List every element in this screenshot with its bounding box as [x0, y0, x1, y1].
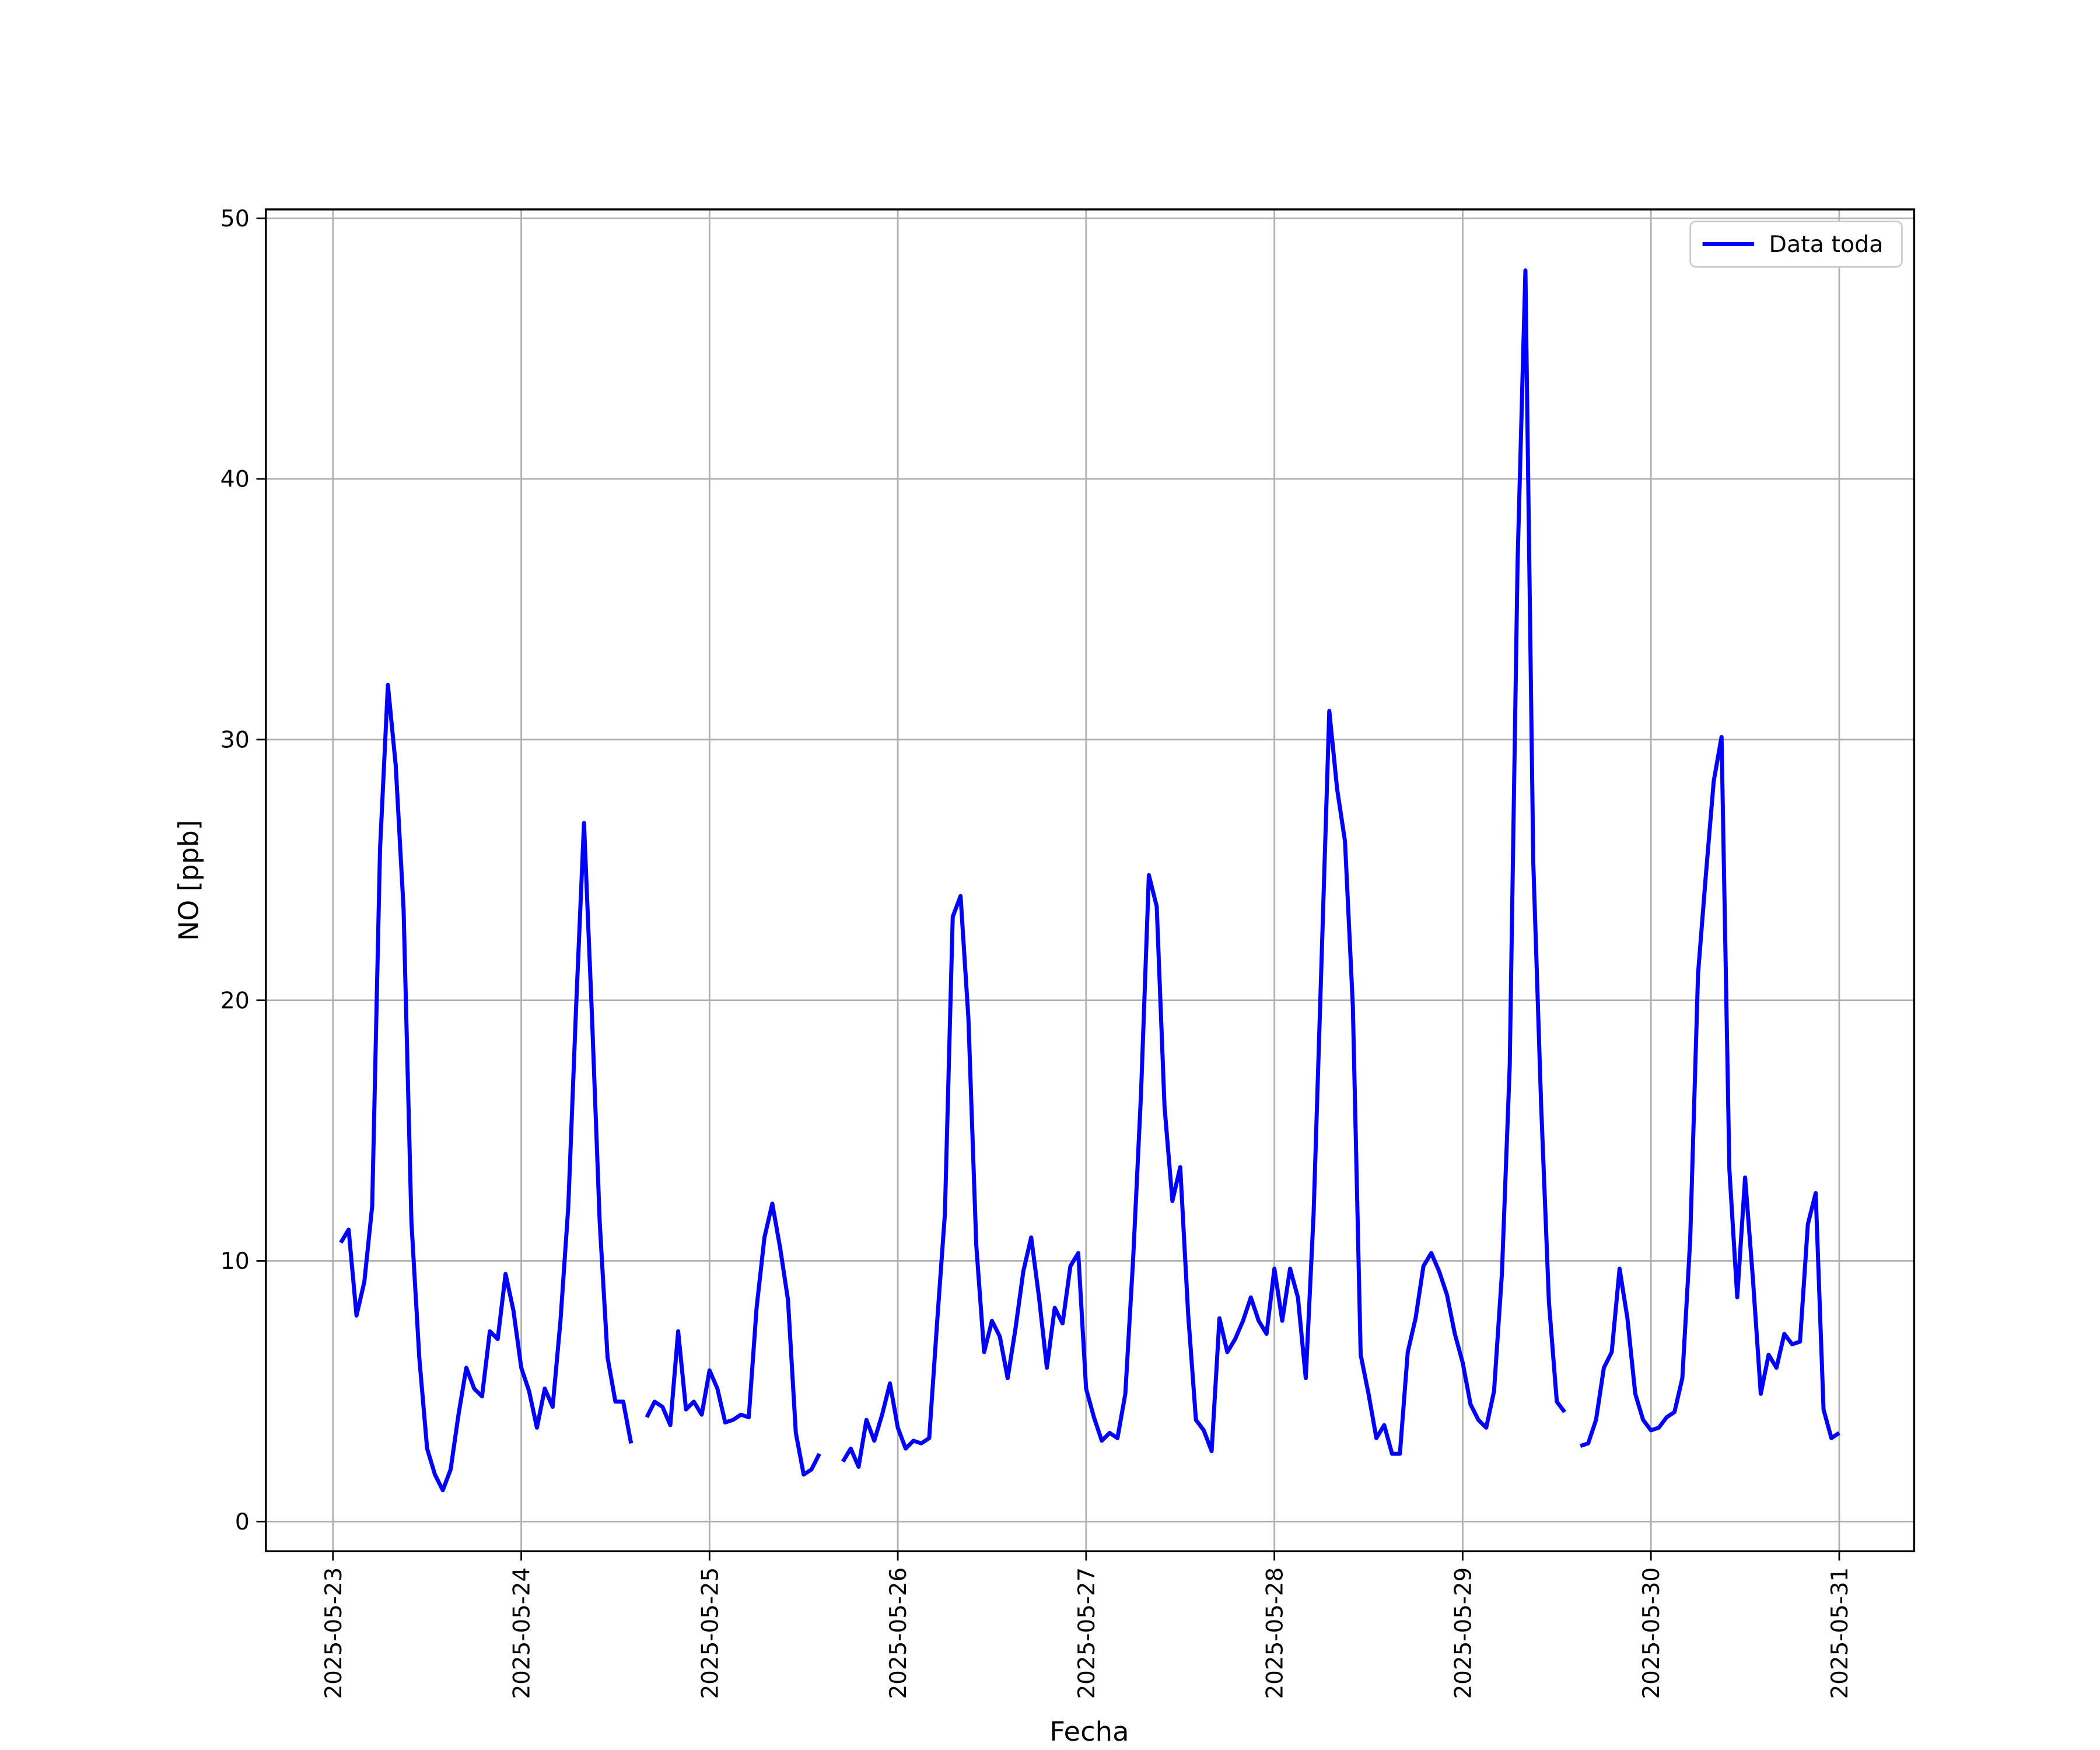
x-tick-label: 2025-05-26: [886, 1567, 912, 1699]
x-tick-label: 2025-05-30: [1639, 1567, 1665, 1699]
y-tick-label: 50: [220, 206, 250, 232]
x-tick-label: 2025-05-31: [1827, 1567, 1853, 1699]
data-line: [339, 268, 1840, 1493]
x-tick-label: 2025-05-25: [697, 1567, 723, 1699]
y-tick-label: 0: [235, 1509, 250, 1535]
legend-box: [1689, 220, 1903, 268]
y-tick-label: 40: [220, 467, 250, 493]
x-tick-label: 2025-05-29: [1450, 1567, 1476, 1699]
x-axis-label: Fecha: [1049, 1716, 1129, 1747]
legend-label: Data toda: [1769, 232, 1884, 258]
y-tick-label: 20: [220, 988, 250, 1014]
x-tick-label: 2025-05-28: [1262, 1567, 1288, 1699]
x-tick-label: 2025-05-23: [320, 1567, 346, 1699]
y-axis-label: NO [ppb]: [173, 820, 204, 940]
x-tick-label: 2025-05-27: [1074, 1567, 1100, 1699]
plot-frame: [265, 208, 1916, 1553]
y-tick-label: 10: [220, 1249, 250, 1275]
y-tick-label: 30: [220, 727, 250, 754]
x-tick-label: 2025-05-24: [509, 1567, 535, 1699]
